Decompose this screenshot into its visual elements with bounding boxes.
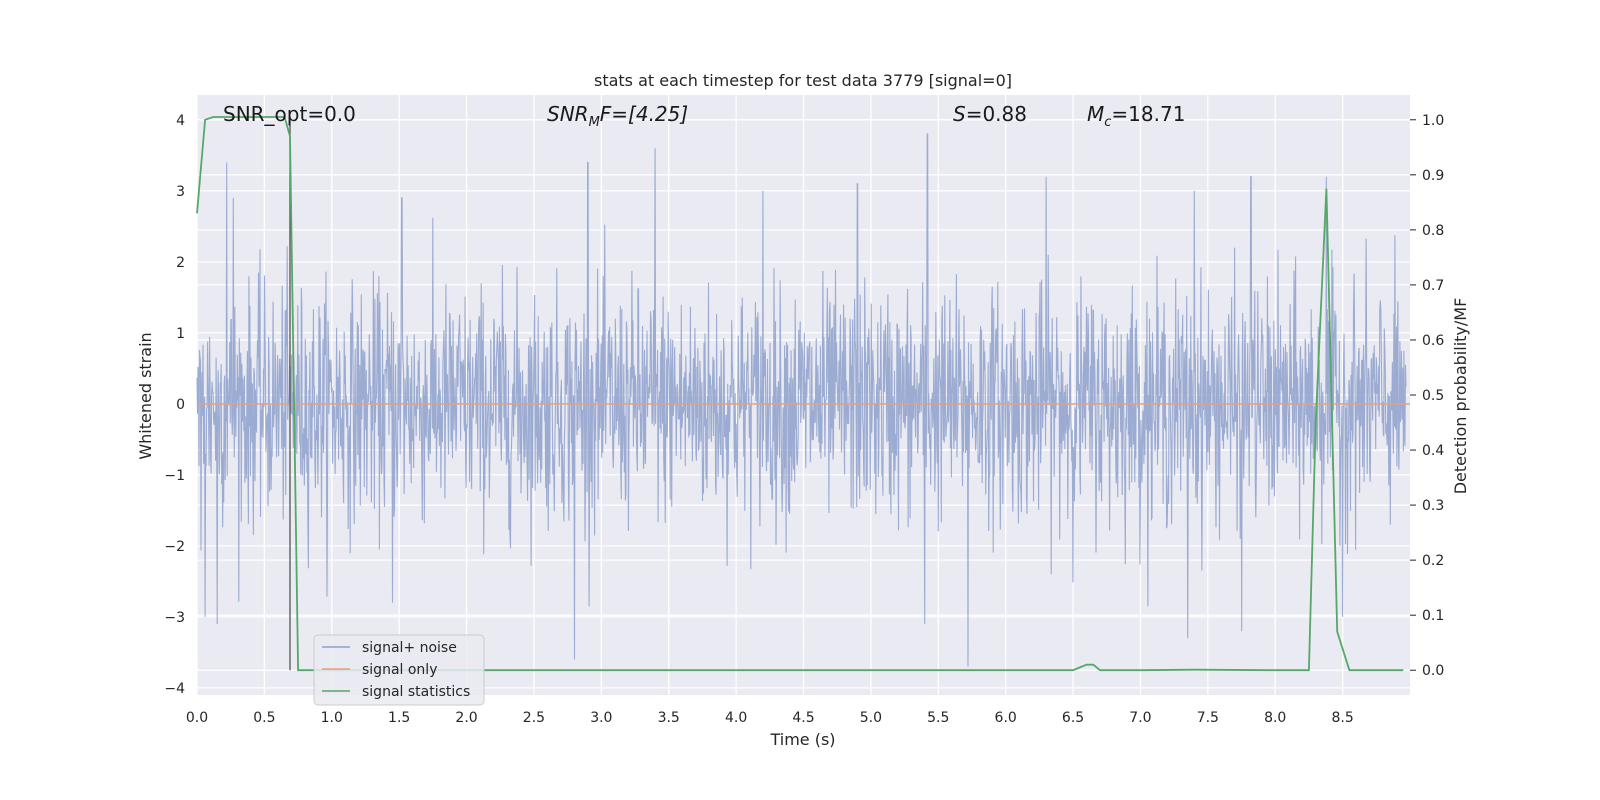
right-axis-label: Detection probability/MF [1451,298,1470,495]
annotation-s: S=0.88 [953,102,1027,126]
x-tick-label-6: 3.0 [590,710,612,726]
right-axis-ticks: 1.0 0.9 0.8 0.7 0.6 0.5 0.4 0.3 0.2 0.1 0.0 [1410,113,1444,679]
legend-label-signal-only: signal only [362,662,437,678]
y-tick-label-2: 2 [176,255,185,271]
y-tick-label-6: −2 [164,539,185,555]
y-tick-label-0: 4 [176,113,185,129]
x-tick-label-10: 5.0 [860,710,882,726]
annotation-snr-mf-rest: F=[4.25] [600,102,688,126]
annotation-mc-base: M [1087,102,1104,126]
right-tick-label-10: 0.0 [1422,663,1444,679]
legend-label-signal-statistics: signal statistics [362,684,470,700]
x-tick-label-5: 2.5 [523,710,545,726]
legend: signal+ noise signal only signal statist… [313,634,485,706]
y-tick-label-4: 0 [176,397,185,413]
y-tick-label-7: −3 [164,610,185,626]
right-tick-label-2: 0.8 [1422,223,1444,239]
y-axis-label: Whitened strain [136,332,155,459]
right-tick-label-0: 1.0 [1422,113,1444,129]
right-tick-label-8: 0.2 [1422,553,1444,569]
annotation-snr-mf-base: SNR [547,102,589,126]
series-signal-noise [196,133,1407,667]
x-tick-label-15: 7.5 [1197,710,1219,726]
x-tick-label-2: 1.0 [321,710,343,726]
x-tick-label-17: 8.5 [1331,710,1353,726]
annotation-mc: Mc=18.71 [1087,102,1185,130]
right-tick-label-7: 0.3 [1422,498,1444,514]
y-axis-ticks: 4 3 2 1 0 −1 −2 −3 −4 [164,113,185,697]
y-tick-label-5: −1 [164,468,185,484]
x-tick-label-1: 0.5 [253,710,275,726]
x-tick-label-7: 3.5 [658,710,680,726]
signal-noise-line [196,133,1407,667]
x-tick-label-9: 4.5 [792,710,814,726]
y-tick-label-3: 1 [176,326,185,342]
right-tick-label-4: 0.6 [1422,333,1444,349]
annotation-snr-mf: SNRMF=[4.25] [547,102,688,130]
annotation-snr-mf-sub: M [589,115,600,130]
x-tick-label-3: 1.5 [388,710,410,726]
annotation-s-rest: =0.88 [966,102,1027,126]
x-tick-label-11: 5.5 [927,710,949,726]
signal-statistics-line [196,116,1404,672]
right-tick-label-3: 0.7 [1422,278,1444,294]
right-tick-label-1: 0.9 [1422,168,1444,184]
legend-box [313,634,485,706]
y-tick-label-1: 3 [176,184,185,200]
x-tick-label-14: 7.0 [1129,710,1151,726]
right-tick-label-5: 0.5 [1422,388,1444,404]
legend-label-signal-noise: signal+ noise [362,640,457,656]
series-signal-statistics [196,116,1404,672]
annotation-snr-opt: SNR_opt=0.0 [223,102,356,126]
right-tick-label-9: 0.1 [1422,608,1444,624]
annotation-s-italic: S [953,102,966,126]
x-tick-label-13: 6.5 [1062,710,1084,726]
x-axis-ticks: 0.0 0.5 1.0 1.5 2.0 2.5 3.0 3.5 4.0 4.5 5.0 5.5 6.0 6… [186,710,1354,726]
x-tick-label-8: 4.0 [725,710,747,726]
annotation-mc-rest: =18.71 [1111,102,1185,126]
x-tick-label-16: 8.0 [1264,710,1286,726]
x-tick-label-0: 0.0 [186,710,208,726]
y-tick-label-8: −4 [164,681,185,697]
x-tick-label-4: 2.0 [455,710,477,726]
annotation-mc-sub: c [1104,115,1111,130]
x-axis-label: Time (s) [769,730,835,749]
x-tick-label-12: 6.0 [995,710,1017,726]
right-tick-label-6: 0.4 [1422,443,1444,459]
chart-title: stats at each timestep for test data 377… [594,71,1012,90]
